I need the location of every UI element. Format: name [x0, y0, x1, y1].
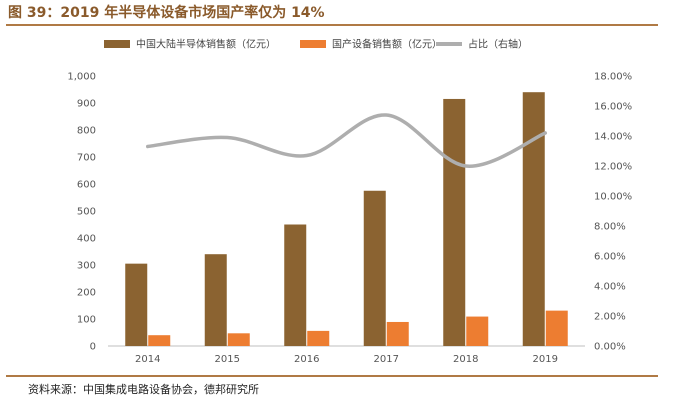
bar-mainland-semiconductor-sales: [522, 92, 545, 346]
y-right-tick-label: 12.00%: [594, 162, 632, 173]
bar-domestic-equipment-sales: [227, 333, 250, 346]
y-left-tick-label: 700: [77, 153, 96, 164]
legend-swatch-mainland: [104, 40, 130, 48]
chart: 中国大陆半导体销售额（亿元） 国产设备销售额（亿元） 占比（右轴） 0 100 200 3…: [67, 38, 632, 366]
figure-title: 图 39：2019 年半导体设备市场国产率仅为 14%: [8, 5, 325, 21]
y-right-tick-label: 10.00%: [594, 192, 632, 203]
y-right-tick-label: 16.00%: [594, 102, 632, 113]
bottom-divider: [6, 375, 658, 377]
x-tick-label: 2015: [215, 354, 240, 365]
legend-label: 国产设备销售额（亿元）: [332, 38, 442, 51]
bar-domestic-equipment-sales: [545, 310, 568, 346]
y-left-tick-label: 500: [77, 207, 96, 218]
bar-mainland-semiconductor-sales: [125, 263, 148, 346]
bar-domestic-equipment-sales: [466, 316, 489, 346]
x-tick-label: 2018: [453, 354, 478, 365]
y-right-tick-label: 2.00%: [594, 312, 626, 323]
y-right-tick-label: 8.00%: [594, 222, 626, 233]
y-left-tick-label: 600: [77, 180, 96, 191]
y-left-tick-label: 100: [77, 315, 96, 326]
bar-domestic-equipment-sales: [386, 321, 409, 346]
x-tick-label: 2019: [533, 354, 558, 365]
bar-mainland-semiconductor-sales: [204, 254, 227, 346]
y-right-tick-label: 6.00%: [594, 252, 626, 263]
x-tick-label: 2016: [294, 354, 319, 365]
top-divider: [6, 24, 658, 26]
y-left-tick-label: 800: [77, 126, 96, 137]
legend-label: 占比（右轴）: [468, 38, 528, 51]
y-left-tick-label: 200: [77, 288, 96, 299]
y-left-tick-label: 400: [77, 234, 96, 245]
legend: 中国大陆半导体销售额（亿元） 国产设备销售额（亿元） 占比（右轴）: [104, 38, 528, 51]
bar-domestic-equipment-sales: [148, 335, 171, 346]
chart-marks: [125, 92, 568, 346]
y-left-tick-label: 900: [77, 99, 96, 110]
bar-domestic-equipment-sales: [307, 330, 330, 346]
bar-mainland-semiconductor-sales: [363, 190, 386, 346]
legend-label: 中国大陆半导体销售额（亿元）: [136, 38, 276, 51]
line-share-right-axis: [146, 113, 547, 168]
y-left-tick-label: 300: [77, 261, 96, 272]
axes: 0 100 200 300 400 500 600 700 800 900 1,000 0.00% 2.…: [67, 72, 632, 366]
y-right-tick-label: 18.00%: [594, 72, 632, 83]
bar-mainland-semiconductor-sales: [443, 98, 466, 346]
legend-swatch-domestic: [300, 40, 326, 48]
source-note: 资料来源：中国集成电路设备协会，德邦研究所: [28, 383, 259, 396]
y-right-tick-label: 0.00%: [594, 342, 626, 353]
x-tick-label: 2017: [374, 354, 399, 365]
y-left-tick-label: 0: [90, 342, 96, 353]
y-right-tick-label: 4.00%: [594, 282, 626, 293]
y-left-tick-label: 1,000: [67, 72, 96, 83]
bar-mainland-semiconductor-sales: [284, 224, 307, 346]
y-right-tick-label: 14.00%: [594, 132, 632, 143]
x-tick-label: 2014: [135, 354, 160, 365]
